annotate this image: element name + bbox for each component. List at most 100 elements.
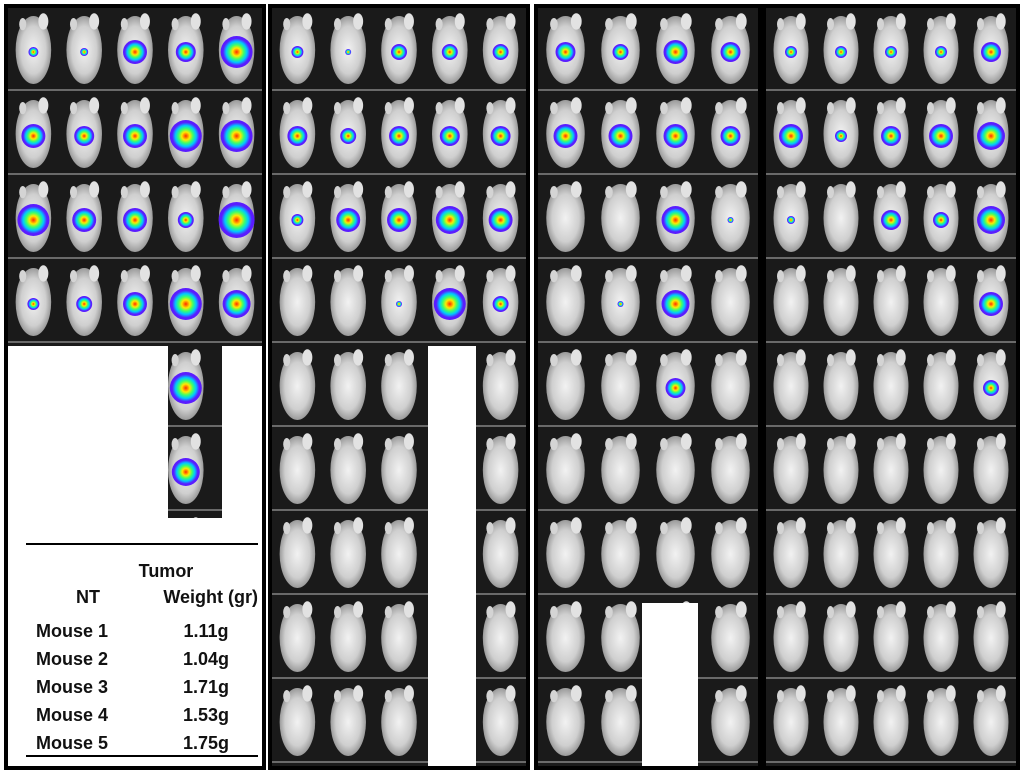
mouse-image	[823, 352, 859, 420]
mouse-image	[601, 352, 640, 420]
bioluminescence-signal	[80, 48, 89, 56]
bioluminescence-signal	[785, 46, 797, 58]
bioluminescence-signal	[220, 120, 253, 152]
bioluminescence-signal	[336, 208, 361, 232]
bioluminescence-signal	[663, 124, 688, 148]
mouse-image	[923, 604, 959, 672]
bioluminescence-signal	[222, 290, 251, 318]
row-label: Mouse 5	[36, 732, 109, 753]
bioluminescence-signal	[435, 206, 464, 234]
bioluminescence-signal	[720, 42, 741, 62]
bioluminescence-signal	[177, 212, 194, 228]
mouse-image	[873, 352, 909, 420]
bioluminescence-signal	[169, 288, 202, 320]
mouse-grid-4	[766, 13, 1016, 763]
bioluminescence-signal	[555, 42, 576, 62]
bioluminescence-signal	[123, 208, 147, 232]
mouse-image	[279, 352, 316, 420]
bioluminescence-signal	[123, 292, 147, 316]
mouse-image	[823, 688, 859, 756]
bioluminescence-signal	[169, 120, 202, 152]
mouse-image	[711, 352, 750, 420]
bioluminescence-signal	[220, 36, 253, 68]
mouse-image	[711, 688, 750, 756]
mouse-image	[279, 436, 316, 504]
mouse-image	[381, 688, 417, 756]
table-row: Mouse 4 1.53g	[26, 701, 258, 729]
mouse-image	[330, 604, 366, 672]
row-label: Mouse 1	[36, 620, 109, 641]
bioluminescence-signal	[661, 206, 690, 234]
mouse-image	[973, 436, 1009, 504]
mouse-image	[873, 688, 909, 756]
bioluminescence-signal	[345, 49, 352, 55]
bioluminescence-signal	[979, 292, 1003, 316]
mouse-image	[381, 604, 417, 672]
row-value: 1.71g	[182, 676, 230, 697]
bioluminescence-signal	[171, 458, 200, 486]
bioluminescence-signal	[72, 208, 97, 232]
mouse-image	[773, 688, 809, 756]
blank-region	[222, 346, 262, 766]
row-value: 1.04g	[182, 648, 230, 669]
mouse-image	[823, 604, 859, 672]
mouse-image	[773, 268, 809, 336]
mouse-image	[546, 184, 585, 252]
mouse-image	[923, 520, 959, 588]
bioluminescence-signal	[617, 301, 624, 307]
mouse-image	[482, 520, 519, 588]
bioluminescence-signal	[787, 216, 795, 224]
bioluminescence-signal	[441, 44, 458, 60]
bioluminescence-signal	[340, 128, 357, 144]
mouse-image	[656, 436, 695, 504]
mouse-image	[711, 436, 750, 504]
mouse-image	[823, 268, 859, 336]
mouse-image	[381, 520, 417, 588]
blank-region	[428, 346, 476, 766]
bioluminescence-signal	[27, 298, 40, 310]
bioluminescence-signal	[981, 42, 1001, 62]
bioluminescence-signal	[74, 126, 95, 146]
bioluminescence-signal	[387, 208, 411, 232]
mouse-image	[873, 604, 909, 672]
mouse-image	[873, 268, 909, 336]
bioluminescence-signal	[396, 301, 402, 307]
mouse-image	[601, 520, 640, 588]
table-row: Mouse 1 1.11g	[26, 617, 258, 645]
bioluminescence-signal	[21, 124, 46, 148]
tumor-weight-table: Tumor NT Weight (gr) Mouse 1 1.11g Mouse…	[26, 543, 258, 757]
mouse-image	[330, 268, 366, 336]
mouse-image	[330, 436, 366, 504]
bioluminescence-signal	[933, 212, 949, 228]
header-group: NT	[76, 587, 100, 607]
bioluminescence-signal	[28, 47, 39, 57]
table-row: Mouse 2 1.04g	[26, 645, 258, 673]
mouse-image	[546, 352, 585, 420]
mouse-image	[279, 520, 316, 588]
mouse-image	[923, 688, 959, 756]
mouse-image	[330, 520, 366, 588]
mouse-image	[381, 352, 417, 420]
bioluminescence-signal	[661, 290, 690, 318]
mouse-image	[601, 184, 640, 252]
bioluminescence-signal	[935, 46, 947, 58]
mouse-image	[823, 184, 859, 252]
mouse-image	[873, 436, 909, 504]
row-value: 1.11g	[183, 620, 229, 641]
mouse-image	[873, 520, 909, 588]
mouse-image	[973, 688, 1009, 756]
bioluminescence-signal	[779, 124, 803, 148]
bioluminescence-signal	[169, 372, 202, 404]
bioluminescence-signal	[389, 126, 409, 146]
bioluminescence-signal	[881, 210, 901, 230]
mouse-image	[330, 352, 366, 420]
table-row: Mouse 5 1.75g	[26, 729, 258, 757]
mouse-grid-3	[538, 13, 758, 763]
mouse-image	[546, 688, 585, 756]
mouse-image	[973, 520, 1009, 588]
mouse-image	[823, 436, 859, 504]
mouse-image	[923, 268, 959, 336]
blank-region	[168, 518, 222, 766]
row-label: Mouse 4	[36, 704, 109, 725]
mouse-image	[711, 268, 750, 336]
